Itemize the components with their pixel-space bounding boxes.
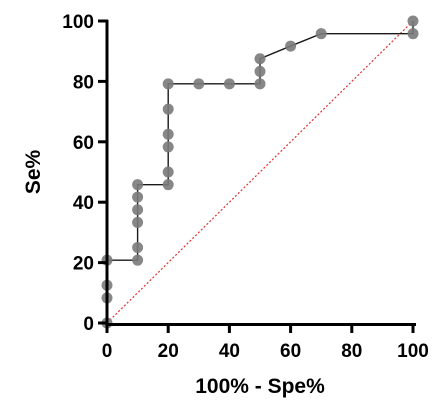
- roc-point-marker: [132, 204, 144, 216]
- axes: [105, 20, 416, 326]
- roc-marker-layer: [101, 15, 419, 329]
- roc-point-marker: [254, 53, 266, 65]
- y-ticks: 0 20 40 60 80 100: [62, 12, 108, 335]
- roc-point-marker: [407, 15, 419, 27]
- roc-point-marker: [162, 103, 174, 115]
- roc-point-marker: [132, 254, 144, 266]
- roc-point-marker: [132, 191, 144, 203]
- x-tick-label: 0: [102, 341, 113, 362]
- roc-point-marker: [162, 179, 174, 191]
- roc-point-marker: [223, 78, 235, 90]
- roc-point-marker: [285, 40, 297, 52]
- roc-point-marker: [193, 78, 205, 90]
- y-tick-label: 0: [83, 314, 94, 335]
- x-tick-label: 40: [219, 341, 240, 362]
- y-tick-label: 100: [62, 12, 94, 33]
- roc-point-marker: [407, 28, 419, 40]
- x-tick-label: 100: [397, 341, 429, 362]
- roc-point-marker: [132, 216, 144, 228]
- roc-point-marker: [132, 179, 144, 191]
- x-tick-label: 60: [280, 341, 301, 362]
- x-tick-label: 20: [158, 341, 179, 362]
- y-tick-label: 80: [73, 72, 94, 93]
- x-axis-title: 100% - Spe%: [195, 375, 325, 398]
- roc-point-marker: [254, 65, 266, 77]
- y-tick-label: 20: [73, 254, 94, 275]
- roc-point-marker: [162, 128, 174, 140]
- x-ticks: 0 20 40 60 80 100: [102, 324, 429, 362]
- roc-point-marker: [162, 166, 174, 178]
- roc-point-marker: [162, 141, 174, 153]
- roc-point-marker: [162, 78, 174, 90]
- x-tick-label: 80: [341, 341, 362, 362]
- roc-point-marker: [132, 242, 144, 253]
- roc-point-marker: [254, 78, 266, 90]
- roc-point-marker: [315, 28, 327, 40]
- y-tick-label: 40: [73, 193, 94, 214]
- y-tick-label: 60: [73, 133, 94, 154]
- y-axis-title: Se%: [22, 149, 45, 194]
